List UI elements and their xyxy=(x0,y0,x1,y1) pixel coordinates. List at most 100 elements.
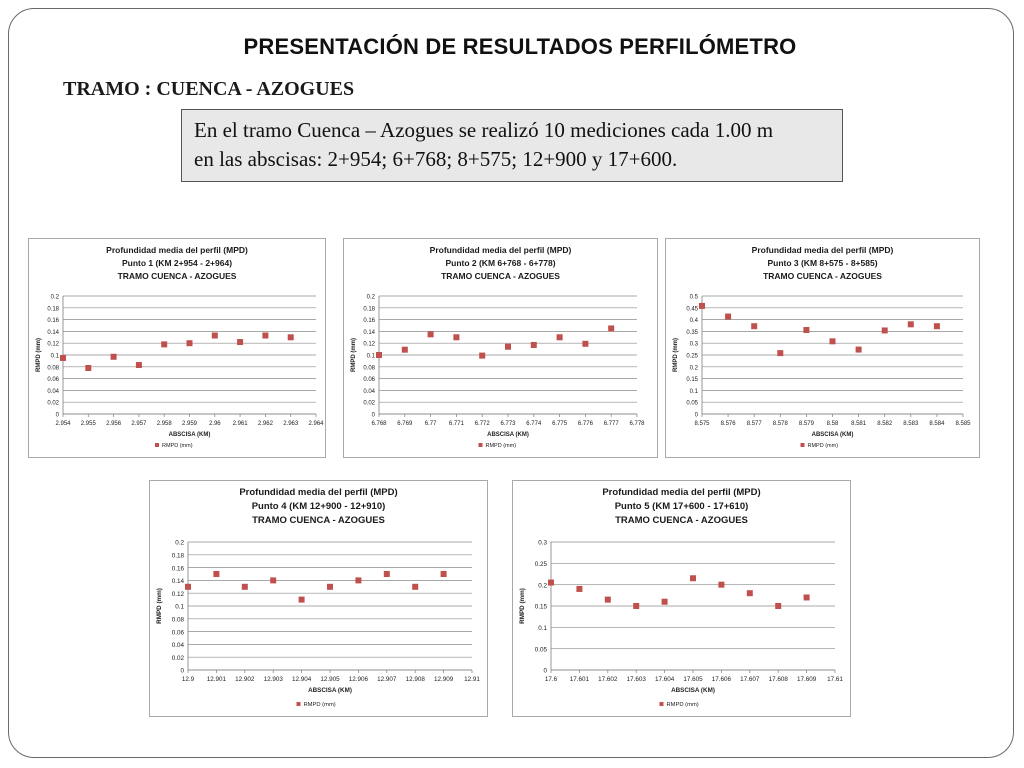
x-tick-label: 12.909 xyxy=(434,676,454,683)
y-tick-label: 0.02 xyxy=(172,655,185,662)
data-point xyxy=(479,352,486,359)
y-tick-label: 0 xyxy=(695,413,699,419)
y-tick-label: 0.06 xyxy=(172,629,185,636)
data-point xyxy=(376,352,382,358)
y-tick-label: 0.04 xyxy=(172,642,185,649)
data-point xyxy=(718,581,725,588)
data-point xyxy=(576,585,583,592)
legend-label: RMPD (mm) xyxy=(486,443,517,449)
data-point xyxy=(298,596,305,603)
x-tick-label: 17.607 xyxy=(740,676,760,683)
y-tick-label: 0.2 xyxy=(367,295,376,301)
y-tick-label: 0.16 xyxy=(363,318,375,324)
y-axis-title: RMPD (mm) xyxy=(351,338,357,372)
data-point xyxy=(548,579,554,586)
legend-label: RMPD (mm) xyxy=(162,443,193,449)
x-tick-label: 12.904 xyxy=(292,676,312,683)
legend-label: RMPD (mm) xyxy=(808,443,839,449)
y-tick-label: 0 xyxy=(543,668,547,675)
data-point xyxy=(582,340,589,347)
data-point xyxy=(556,334,563,341)
y-tick-label: 0.15 xyxy=(686,377,698,383)
x-tick-label: 12.903 xyxy=(264,676,284,683)
y-tick-label: 0.05 xyxy=(535,646,548,653)
x-tick-label: 6.772 xyxy=(475,421,491,427)
x-tick-label: 12.91 xyxy=(464,676,480,683)
y-tick-label: 0.1 xyxy=(367,354,376,360)
data-point xyxy=(355,577,362,584)
x-tick-label: 12.907 xyxy=(377,676,397,683)
data-point xyxy=(85,364,92,371)
data-point xyxy=(213,571,220,577)
chart-title-line-3: TRAMO CUENCA - AZOGUES xyxy=(252,515,385,526)
x-tick-label: 8.582 xyxy=(877,421,893,427)
data-point xyxy=(327,583,333,590)
y-tick-label: 0.04 xyxy=(47,389,59,395)
y-tick-label: 0.1 xyxy=(690,389,699,395)
x-tick-label: 2.957 xyxy=(131,421,147,427)
x-tick-label: 17.602 xyxy=(598,676,618,683)
y-tick-label: 0.18 xyxy=(47,306,59,312)
slide-title: PRESENTACIÓN DE RESULTADOS PERFILÓMETRO xyxy=(243,34,797,59)
data-point xyxy=(440,571,447,577)
y-tick-label: 0.14 xyxy=(172,578,185,585)
x-tick-label: 2.958 xyxy=(157,421,173,427)
description-line-1: En el tramo Cuenca – Azogues se realizó … xyxy=(194,118,774,142)
data-point xyxy=(690,575,696,582)
x-axis-title: ABSCISA (KM) xyxy=(169,432,211,438)
y-tick-label: 0.14 xyxy=(363,330,375,336)
x-tick-label: 8.583 xyxy=(903,421,919,427)
y-tick-label: 0.5 xyxy=(690,295,699,301)
data-point xyxy=(777,350,784,357)
data-point xyxy=(270,577,277,584)
data-point xyxy=(383,571,390,577)
chart-title-line-2: Punto 4 (KM 12+900 - 12+910) xyxy=(252,501,386,512)
legend-marker xyxy=(800,443,805,447)
data-point xyxy=(287,334,294,341)
chart-title-line-1: Profundidad media del perfil (MPD) xyxy=(239,487,397,498)
y-tick-label: 0.4 xyxy=(690,318,699,324)
y-tick-label: 0.04 xyxy=(363,389,375,395)
chart-title-line-3: TRAMO CUENCA - AZOGUES xyxy=(118,271,237,281)
data-point xyxy=(427,331,434,338)
data-point xyxy=(412,583,419,590)
chart-svg: Profundidad media del perfil (MPD) Punto … xyxy=(519,487,843,708)
y-tick-label: 0.35 xyxy=(686,330,698,336)
y-tick-label: 0.1 xyxy=(51,354,60,360)
data-point xyxy=(262,332,269,339)
chart-svg: Profundidad media del perfil (MPD) Punto … xyxy=(36,245,324,449)
x-tick-label: 17.603 xyxy=(627,676,647,683)
y-axis-title: RMPD (mm) xyxy=(673,338,679,372)
x-tick-label: 6.77 xyxy=(425,421,437,427)
legend-label: RMPD (mm) xyxy=(304,702,336,708)
data-point xyxy=(829,338,836,345)
data-point xyxy=(453,334,460,341)
data-point xyxy=(746,590,753,597)
y-tick-label: 0.2 xyxy=(51,295,60,301)
y-tick-label: 0.08 xyxy=(47,365,59,371)
x-tick-label: 8.579 xyxy=(799,421,815,427)
data-point xyxy=(907,321,914,328)
x-tick-label: 2.961 xyxy=(233,421,249,427)
y-tick-label: 0.08 xyxy=(172,616,185,623)
chart-title-line-3: TRAMO CUENCA - AZOGUES xyxy=(441,271,560,281)
y-tick-label: 0 xyxy=(180,668,184,675)
x-tick-label: 2.955 xyxy=(81,421,97,427)
data-point xyxy=(237,339,244,346)
y-tick-label: 0.1 xyxy=(175,604,184,611)
x-tick-label: 2.964 xyxy=(308,421,324,427)
data-point xyxy=(751,323,758,330)
y-tick-label: 0.14 xyxy=(47,330,59,336)
chart-title-line-1: Profundidad media del perfil (MPD) xyxy=(430,245,572,255)
chart-punto-4: Profundidad media del perfil (MPD) Punto … xyxy=(149,480,488,717)
data-point xyxy=(633,603,640,609)
x-tick-label: 6.773 xyxy=(500,421,516,427)
data-point xyxy=(161,341,168,348)
x-tick-label: 17.609 xyxy=(797,676,817,683)
data-point xyxy=(241,583,248,590)
data-point xyxy=(135,362,142,369)
y-tick-label: 0.3 xyxy=(538,540,547,547)
chart-title-line-1: Profundidad media del perfil (MPD) xyxy=(106,245,248,255)
x-tick-label: 2.962 xyxy=(258,421,274,427)
x-tick-label: 6.769 xyxy=(397,421,413,427)
